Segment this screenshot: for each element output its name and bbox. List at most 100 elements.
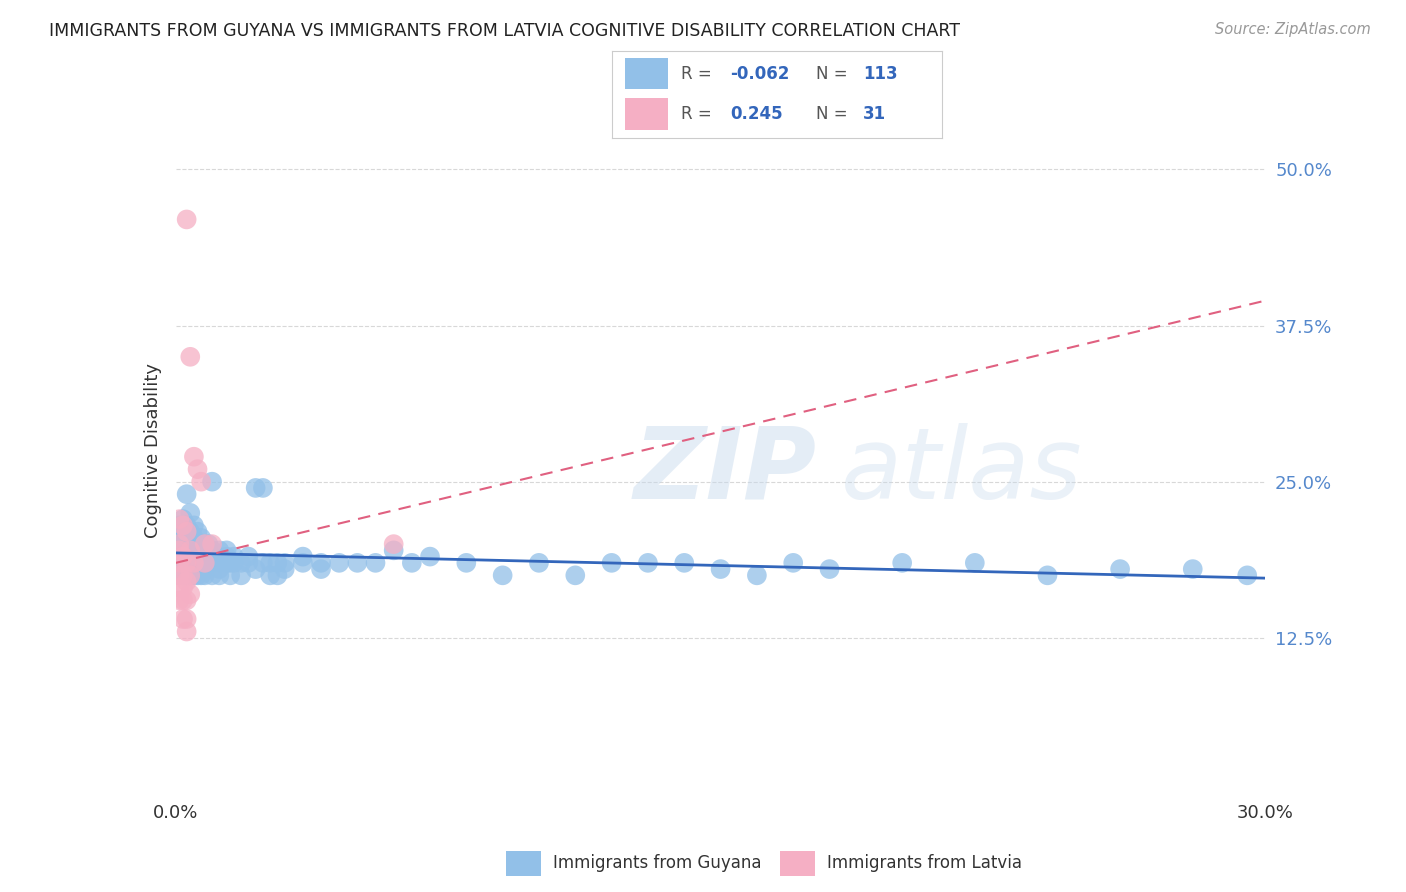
- Point: [245, 481, 267, 495]
- Point: [186, 568, 209, 582]
- Point: [186, 562, 209, 576]
- Point: [190, 531, 212, 545]
- Point: [194, 543, 217, 558]
- Point: [1236, 568, 1258, 582]
- Point: [208, 543, 231, 558]
- Point: [745, 568, 768, 582]
- Text: R =: R =: [681, 64, 717, 83]
- Point: [169, 568, 191, 582]
- Point: [172, 543, 194, 558]
- Point: [710, 562, 733, 576]
- Point: [176, 518, 198, 533]
- Point: [238, 556, 260, 570]
- Point: [197, 556, 219, 570]
- Point: [176, 537, 198, 551]
- Point: [176, 556, 198, 570]
- Point: [600, 556, 623, 570]
- Point: [176, 562, 198, 576]
- Point: [176, 574, 198, 589]
- Point: [382, 543, 405, 558]
- Text: 0.245: 0.245: [731, 104, 783, 123]
- Point: [183, 450, 205, 464]
- Point: [208, 562, 231, 576]
- FancyBboxPatch shape: [624, 58, 668, 89]
- Point: [194, 537, 217, 551]
- Point: [259, 568, 281, 582]
- Point: [176, 543, 198, 558]
- Point: [169, 531, 191, 545]
- Point: [190, 568, 212, 582]
- Point: [179, 549, 201, 564]
- Point: [169, 556, 191, 570]
- Text: N =: N =: [817, 104, 859, 123]
- Point: [169, 593, 191, 607]
- Point: [190, 543, 212, 558]
- Point: [194, 549, 217, 564]
- Point: [197, 543, 219, 558]
- Point: [201, 543, 224, 558]
- Point: [183, 518, 205, 533]
- Point: [309, 562, 332, 576]
- Point: [291, 556, 314, 570]
- Point: [197, 537, 219, 551]
- Point: [183, 556, 205, 570]
- Point: [172, 568, 194, 582]
- Point: [419, 549, 441, 564]
- Point: [194, 556, 217, 570]
- Point: [782, 556, 804, 570]
- Point: [222, 556, 245, 570]
- Point: [456, 556, 478, 570]
- Point: [186, 549, 209, 564]
- Point: [179, 568, 201, 582]
- Point: [245, 562, 267, 576]
- Text: Source: ZipAtlas.com: Source: ZipAtlas.com: [1215, 22, 1371, 37]
- Text: ZIP: ZIP: [633, 423, 817, 519]
- Point: [179, 543, 201, 558]
- Point: [169, 518, 191, 533]
- Point: [169, 537, 191, 551]
- Text: 31: 31: [863, 104, 886, 123]
- Point: [215, 543, 238, 558]
- Point: [186, 543, 209, 558]
- Point: [215, 549, 238, 564]
- Point: [172, 549, 194, 564]
- Point: [346, 556, 368, 570]
- Point: [169, 556, 191, 570]
- Point: [818, 562, 841, 576]
- Point: [179, 562, 201, 576]
- Text: Immigrants from Latvia: Immigrants from Latvia: [827, 855, 1022, 872]
- Point: [190, 475, 212, 489]
- Point: [183, 562, 205, 576]
- Point: [1181, 562, 1204, 576]
- Point: [179, 556, 201, 570]
- Point: [169, 512, 191, 526]
- Point: [194, 562, 217, 576]
- Point: [252, 481, 274, 495]
- Text: Immigrants from Guyana: Immigrants from Guyana: [553, 855, 761, 872]
- Point: [231, 568, 253, 582]
- Point: [172, 512, 194, 526]
- Text: R =: R =: [681, 104, 723, 123]
- FancyBboxPatch shape: [624, 98, 668, 129]
- Point: [183, 549, 205, 564]
- Point: [194, 568, 217, 582]
- Point: [1109, 562, 1132, 576]
- Point: [169, 568, 191, 582]
- Point: [259, 556, 281, 570]
- Point: [176, 212, 198, 227]
- Point: [252, 556, 274, 570]
- Point: [172, 537, 194, 551]
- Point: [179, 506, 201, 520]
- Point: [197, 549, 219, 564]
- Point: [309, 556, 332, 570]
- Point: [176, 624, 198, 639]
- Point: [194, 537, 217, 551]
- Point: [201, 475, 224, 489]
- Point: [564, 568, 586, 582]
- Point: [673, 556, 696, 570]
- Point: [215, 556, 238, 570]
- Point: [186, 556, 209, 570]
- Point: [183, 537, 205, 551]
- Point: [201, 537, 224, 551]
- Point: [172, 593, 194, 607]
